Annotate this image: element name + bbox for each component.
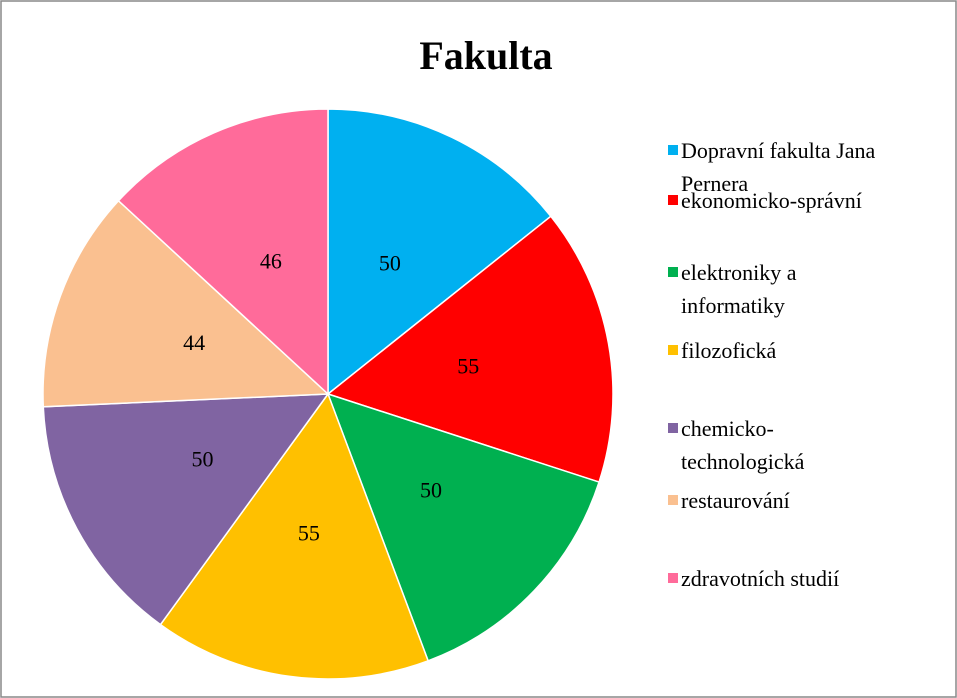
pie-slice	[42, 199, 330, 408]
legend-swatch	[668, 495, 678, 505]
legend-label: zdravotních studií	[681, 566, 840, 591]
data-label: 55	[457, 354, 479, 379]
legend-item: ekonomicko-správní	[668, 184, 883, 217]
legend-label: filozofická	[681, 338, 777, 363]
legend-swatch	[668, 423, 678, 433]
legend-item: Dopravní fakulta Jana Pernera	[668, 134, 883, 200]
legend-label: chemicko-technologická	[681, 416, 805, 474]
legend-item: restaurování	[668, 484, 883, 517]
legend-item: zdravotních studií	[668, 562, 883, 595]
legend-label: ekonomicko-správní	[681, 188, 862, 213]
data-label: 55	[298, 520, 320, 545]
legend-swatch	[668, 267, 678, 277]
data-label: 50	[379, 251, 401, 276]
pie-slice	[159, 392, 430, 680]
legend-item: filozofická	[668, 334, 883, 367]
legend-item: chemicko-technologická	[668, 412, 883, 478]
data-label: 50	[192, 447, 214, 472]
data-label: 46	[260, 249, 282, 274]
pie-slice	[42, 393, 330, 626]
pie-slice	[117, 108, 329, 396]
legend-label: restaurování	[681, 488, 790, 513]
legend-swatch	[668, 145, 678, 155]
chart-title: Fakulta	[419, 33, 552, 78]
pie-slice	[326, 392, 600, 662]
data-label: 44	[183, 330, 205, 355]
legend-item: elektroniky a informatiky	[668, 256, 883, 322]
legend-label: Dopravní fakulta Jana Pernera	[681, 138, 876, 196]
pie-slice	[326, 215, 614, 484]
legend-label: elektroniky a informatiky	[681, 260, 797, 318]
pie-slice	[327, 108, 552, 396]
legend-swatch	[668, 195, 678, 205]
legend-swatch	[668, 573, 678, 583]
data-label: 50	[420, 478, 442, 503]
legend-swatch	[668, 345, 678, 355]
